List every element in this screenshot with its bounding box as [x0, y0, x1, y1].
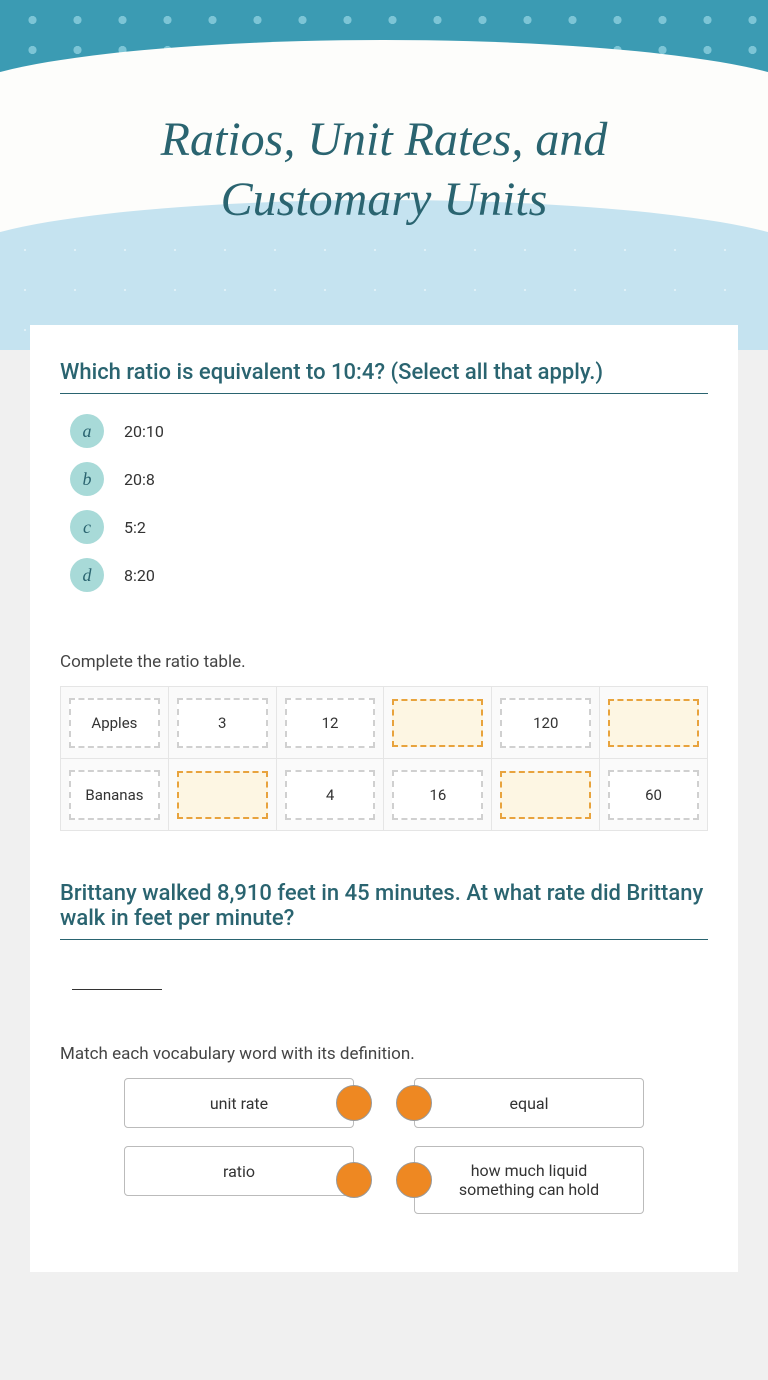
connector-dot-icon[interactable] — [396, 1085, 432, 1121]
table-cell-blank[interactable] — [392, 699, 483, 747]
option-a[interactable]: a 20:10 — [70, 414, 708, 448]
option-letter: d — [70, 558, 104, 592]
match-definition[interactable]: how much liquid something can hold — [414, 1146, 644, 1214]
table-row: Bananas 4 16 60 — [61, 759, 708, 831]
option-b[interactable]: b 20:8 — [70, 462, 708, 496]
table-cell: 120 — [500, 698, 591, 748]
match-label: unit rate — [124, 1078, 354, 1128]
match-term[interactable]: ratio — [124, 1146, 354, 1214]
question-1-options: a 20:10 b 20:8 c 5:2 d 8:20 — [70, 414, 708, 592]
row-header: Bananas — [69, 770, 160, 820]
option-letter: c — [70, 510, 104, 544]
option-letter: b — [70, 462, 104, 496]
table-cell-blank[interactable] — [500, 771, 591, 819]
connector-dot-icon[interactable] — [336, 1085, 372, 1121]
question-3-prompt: Brittany walked 8,910 feet in 45 minutes… — [60, 881, 708, 940]
option-d[interactable]: d 8:20 — [70, 558, 708, 592]
question-2-prompt: Complete the ratio table. — [60, 652, 708, 672]
option-letter: a — [70, 414, 104, 448]
worksheet-title: Ratios, Unit Rates, andCustomary Units — [0, 110, 768, 230]
connector-dot-icon[interactable] — [396, 1162, 432, 1198]
row-header: Apples — [69, 698, 160, 748]
match-label: how much liquid something can hold — [414, 1146, 644, 1214]
match-row: unit rate equal — [60, 1078, 708, 1128]
match-definition[interactable]: equal — [414, 1078, 644, 1128]
option-text: 20:8 — [124, 470, 155, 489]
option-text: 5:2 — [124, 518, 146, 537]
table-cell: 4 — [285, 770, 376, 820]
match-term[interactable]: unit rate — [124, 1078, 354, 1128]
answer-blank[interactable] — [72, 970, 162, 990]
table-cell-blank[interactable] — [177, 771, 268, 819]
match-label: equal — [414, 1078, 644, 1128]
table-row: Apples 3 12 120 — [61, 687, 708, 759]
table-cell: 60 — [608, 770, 699, 820]
connector-dot-icon[interactable] — [336, 1162, 372, 1198]
match-row: ratio how much liquid something can hold — [60, 1146, 708, 1214]
table-cell: 3 — [177, 698, 268, 748]
ratio-table: Apples 3 12 120 Bananas 4 16 60 — [60, 686, 708, 831]
worksheet-content: Which ratio is equivalent to 10:4? (Sele… — [30, 325, 738, 1272]
option-text: 20:10 — [124, 422, 164, 441]
option-c[interactable]: c 5:2 — [70, 510, 708, 544]
question-1-prompt: Which ratio is equivalent to 10:4? (Sele… — [60, 360, 708, 394]
table-cell: 12 — [285, 698, 376, 748]
question-4-prompt: Match each vocabulary word with its defi… — [60, 1044, 708, 1064]
header-banner: Ratios, Unit Rates, andCustomary Units — [0, 0, 768, 350]
table-cell: 16 — [392, 770, 483, 820]
match-label: ratio — [124, 1146, 354, 1196]
option-text: 8:20 — [124, 566, 155, 585]
table-cell-blank[interactable] — [608, 699, 699, 747]
